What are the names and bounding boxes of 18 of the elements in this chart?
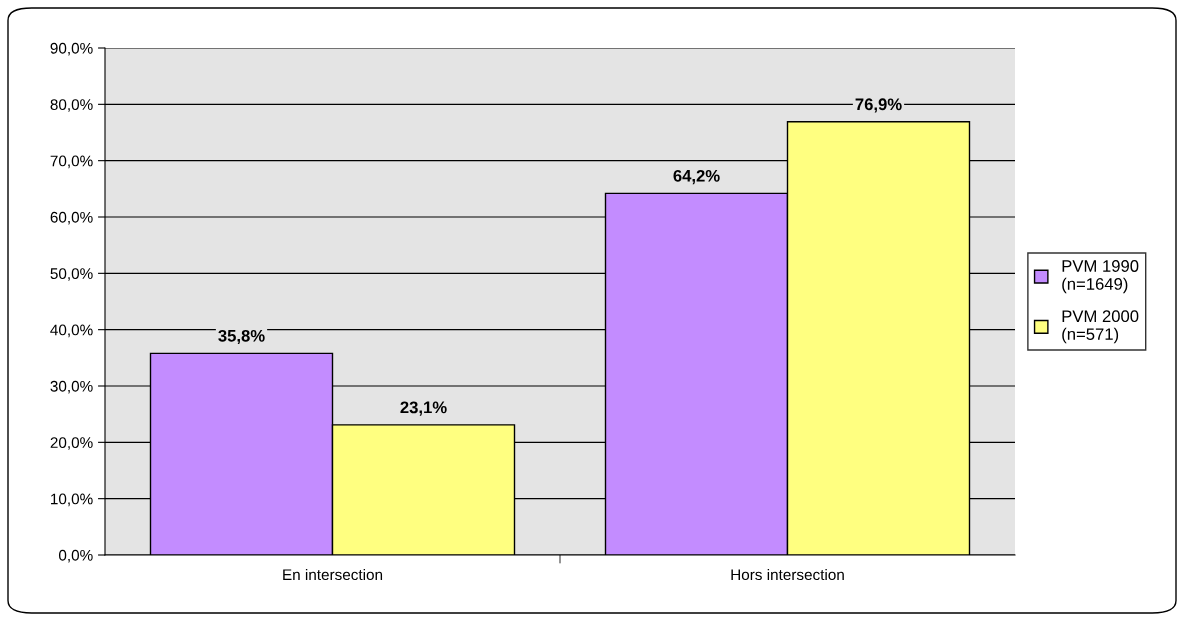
y-tick-label: 50,0% (50, 268, 93, 281)
x-tick-label: En intersection (283, 568, 383, 581)
y-tick-label: 30,0% (50, 380, 93, 394)
y-tick-label: 90,0% (50, 42, 93, 56)
y-tick-label: 0,0% (58, 549, 93, 563)
data-label: 64,2% (673, 169, 720, 185)
y-tick-label: 10,0% (51, 493, 93, 507)
legend-label: PVM 1990 (n=1649) (1062, 260, 1139, 294)
y-tick-label: 20,0% (50, 437, 93, 450)
legend-label: PVM 2000 (n=571) (1062, 310, 1139, 344)
y-tick-label: 40,0% (50, 324, 93, 338)
data-label: 35,8% (218, 329, 265, 345)
y-tick-label: 80,0% (50, 99, 93, 112)
data-label: 23,1% (400, 401, 447, 416)
y-tick-label: 60,0% (50, 211, 93, 225)
data-label: 76,9% (855, 98, 902, 113)
y-tick-label: 70,0% (50, 155, 93, 169)
x-tick-label: Hors intersection (731, 568, 844, 581)
